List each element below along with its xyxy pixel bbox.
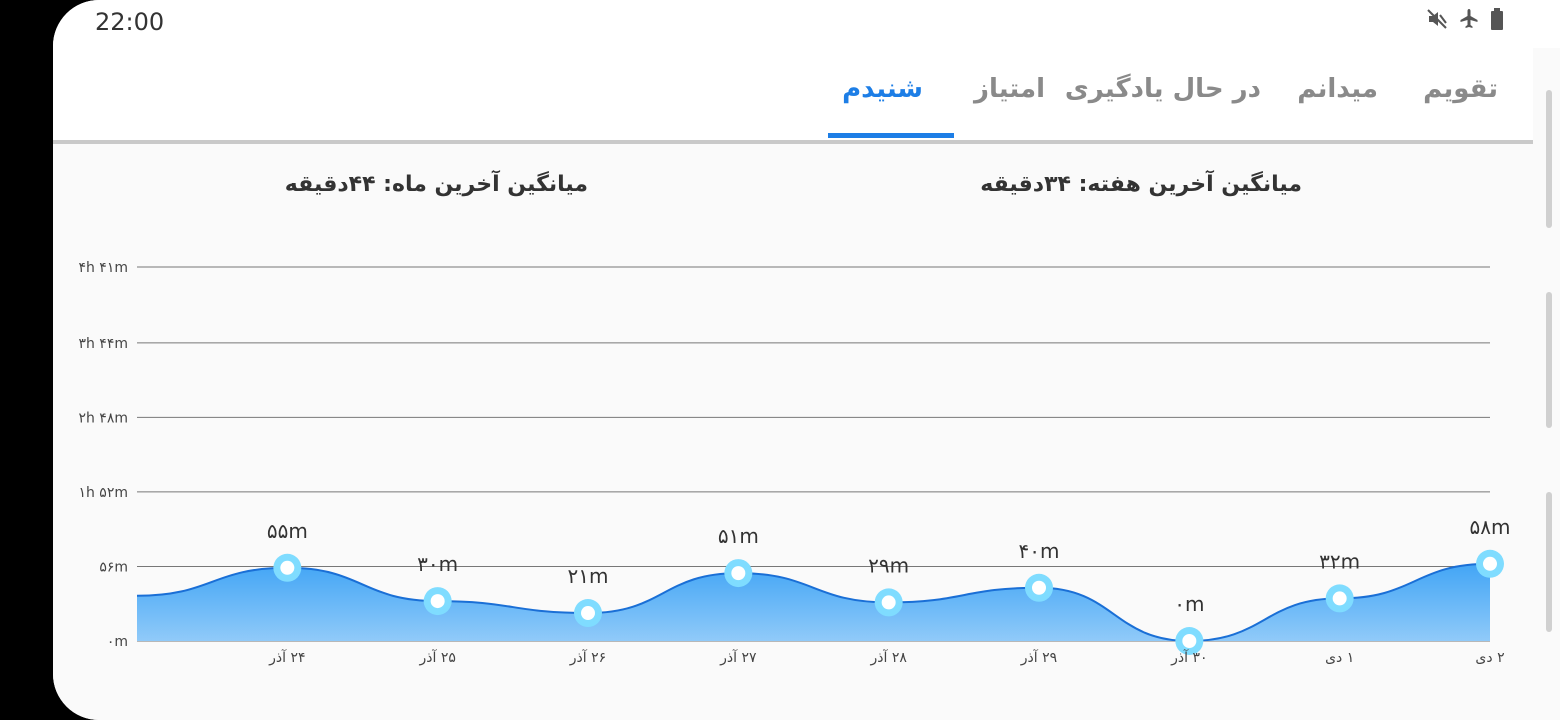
status-icons [1426, 8, 1504, 35]
tab-bar: تقویم میدانم در حال یادگیری امتیاز شنیدم [53, 48, 1533, 144]
scrollbar-bottom[interactable] [1546, 492, 1552, 632]
stats-panel: میانگین آخرین هفته: ۳۴دقیقه میانگین آخری… [53, 144, 1533, 720]
month-average: میانگین آخرین ماه: ۴۴دقیقه [284, 172, 588, 197]
tab-heard[interactable]: شنیدم [842, 74, 923, 104]
mute-icon [1426, 8, 1448, 35]
tab-calendar[interactable]: تقویم [1423, 74, 1498, 104]
tab-known[interactable]: میدانم [1297, 74, 1378, 104]
airplane-icon [1458, 8, 1480, 35]
active-tab-indicator [828, 133, 954, 138]
week-average: میانگین آخرین هفته: ۳۴دقیقه [980, 172, 1302, 197]
scrollbar-top[interactable] [1546, 90, 1552, 228]
status-bar: 22:00 [53, 0, 1560, 48]
scrollbar-middle[interactable] [1546, 292, 1552, 428]
tab-score[interactable]: امتیاز [974, 74, 1045, 104]
battery-icon [1490, 8, 1504, 35]
tab-learning[interactable]: در حال یادگیری [1064, 74, 1261, 104]
screen: 22:00 تقویم میدانم در حال یادگیری امتیاز… [53, 0, 1560, 720]
clock: 22:00 [95, 8, 165, 36]
